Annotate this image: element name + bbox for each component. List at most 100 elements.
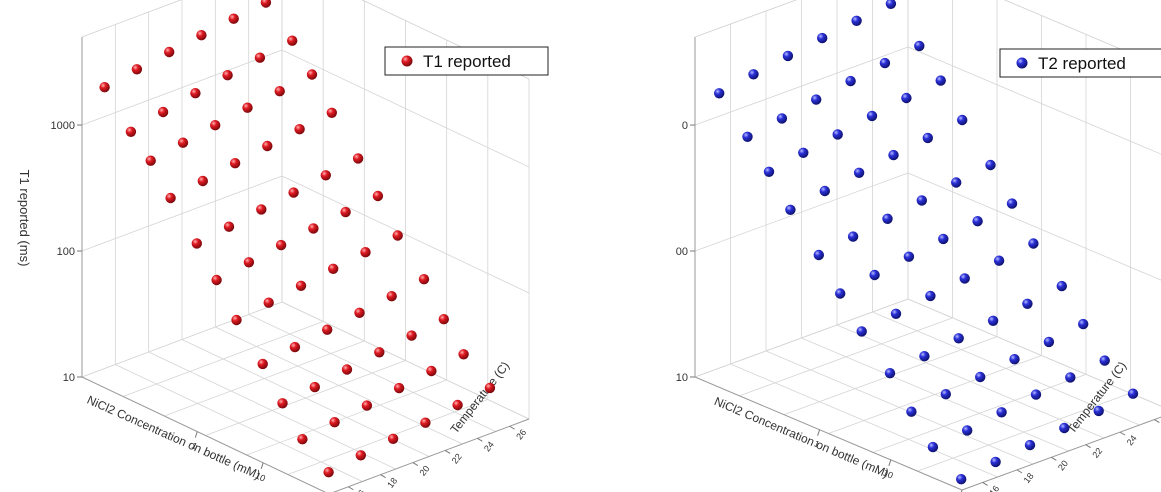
data-point [832, 129, 843, 140]
data-point [320, 170, 331, 181]
data-point [847, 231, 859, 242]
y-tick-label: 22 [450, 452, 464, 466]
y-tick-label: 24 [1125, 433, 1139, 447]
data-point [879, 57, 891, 69]
data-point [956, 474, 967, 485]
data-point [210, 120, 221, 131]
y-axis-label: Temperature (C) [447, 359, 512, 436]
data-point [340, 206, 351, 218]
y-tick-label: 16 [353, 488, 367, 492]
data-point [164, 46, 175, 58]
x-axis-ticks: 110100 [190, 431, 267, 484]
data-point [925, 290, 936, 302]
data-point [845, 75, 856, 87]
data-point [953, 333, 964, 344]
legend-marker [401, 55, 413, 67]
y-tick-label: 24 [482, 439, 496, 453]
data-point [853, 167, 865, 178]
data-point [289, 341, 301, 353]
data-point [177, 137, 189, 148]
data-point [972, 216, 983, 227]
data-point [131, 64, 143, 75]
data-point [372, 190, 384, 202]
data-point [295, 280, 307, 291]
data-point [392, 230, 403, 241]
data-point [243, 257, 255, 268]
y-tick-label: 20 [1056, 458, 1070, 472]
y-axis-ticks: 16 18 20 22 24 26 [348, 425, 528, 492]
data-point [262, 140, 273, 152]
data-point [323, 467, 334, 478]
data-point [975, 371, 986, 383]
data-point [1065, 372, 1076, 383]
data-point [987, 315, 999, 326]
x-tick-label: 10 [881, 468, 894, 481]
data-point [813, 249, 824, 261]
data-point [914, 40, 925, 52]
data-point [458, 349, 469, 360]
data-point [297, 434, 308, 445]
data-point [866, 110, 878, 122]
data-point [990, 456, 1001, 468]
data-point [257, 358, 268, 370]
data-point [360, 247, 371, 258]
data-point [438, 314, 449, 325]
data-point [354, 307, 365, 318]
y-tick-label: 26 [1159, 421, 1161, 435]
data-point [959, 273, 970, 284]
data-point [922, 132, 933, 144]
data-point [326, 107, 337, 119]
data-point [885, 0, 897, 9]
data-point [231, 314, 242, 326]
data-point [125, 126, 137, 137]
x-tick-label: 1 [190, 440, 199, 451]
data-point [811, 94, 822, 105]
legend: T2 reported [999, 48, 1161, 78]
data-point [993, 255, 1005, 266]
data-point [1078, 318, 1089, 330]
data-point [763, 166, 775, 177]
data-point [157, 106, 169, 118]
data-point [882, 213, 893, 224]
data-point [228, 13, 239, 24]
data-point [275, 239, 287, 251]
data-point [890, 308, 902, 319]
data-point [99, 82, 110, 93]
data-point [819, 185, 830, 197]
data-point [223, 221, 235, 232]
data-point [776, 113, 788, 124]
x-tick-label: 1 [813, 438, 822, 449]
data-points [714, 0, 1139, 485]
y-tick-label: 18 [1022, 471, 1036, 485]
data-point [835, 288, 846, 299]
y-tick-label: 16 [987, 484, 1001, 492]
data-point [798, 147, 809, 158]
data-point [165, 192, 176, 204]
legend: T1 reported [384, 46, 549, 76]
data-point [222, 70, 233, 81]
z-tick-label: 00 [676, 246, 688, 258]
data-point [452, 399, 463, 411]
data-point [426, 365, 437, 377]
z-tick-label: 10 [676, 372, 688, 384]
data-point [1059, 422, 1070, 434]
data-point [919, 351, 930, 362]
data-point [329, 417, 340, 428]
data-point [856, 326, 867, 337]
x-axis-ticks: 110100 [813, 429, 963, 492]
data-point [287, 35, 298, 46]
data-point [901, 92, 912, 104]
data-point [260, 0, 272, 8]
data-point [1043, 336, 1055, 348]
data-point [935, 75, 946, 86]
z-tick-label: 10 [63, 372, 75, 384]
data-point [985, 159, 996, 171]
data-point [229, 158, 241, 169]
z-axis-ticks: 10 100 1000 [51, 120, 82, 384]
data-point [341, 364, 353, 375]
data-point [145, 155, 156, 166]
data-point [1028, 238, 1039, 249]
data-point [322, 324, 333, 335]
data-point [308, 223, 319, 234]
